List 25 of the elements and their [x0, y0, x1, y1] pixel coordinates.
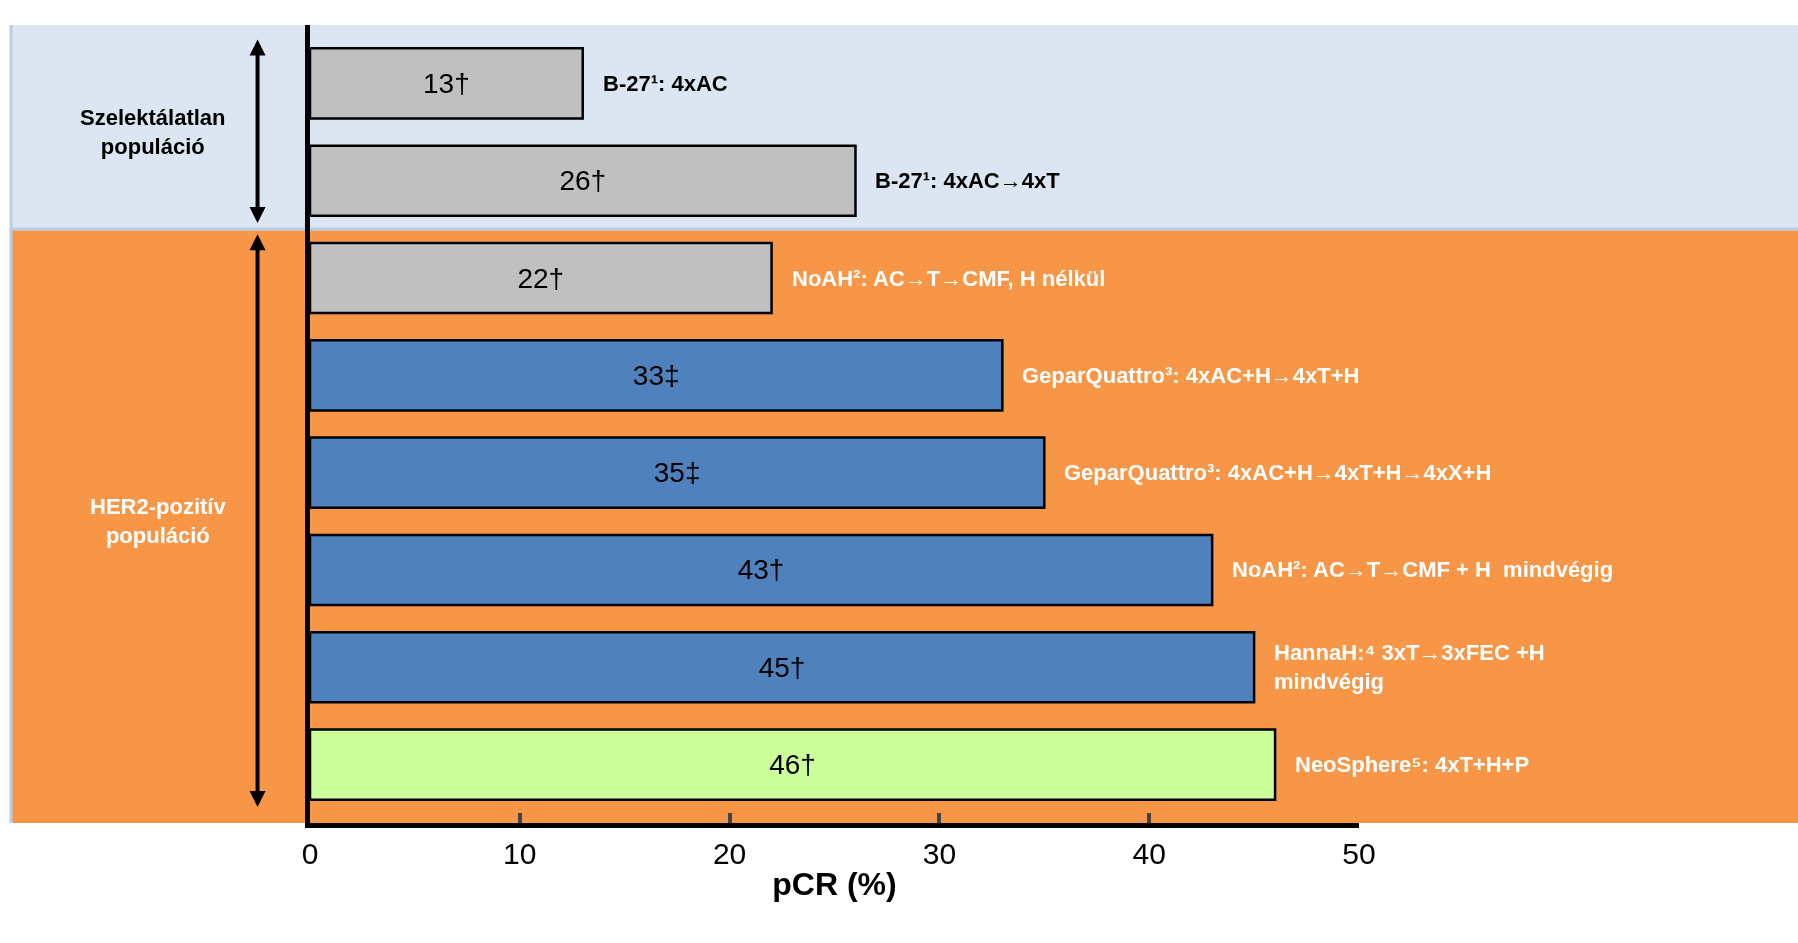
data-label: 46† [769, 749, 816, 781]
x-tick-label: 10 [503, 837, 537, 870]
band-label: HER2-pozitív populáció [90, 494, 227, 548]
x-tick-label: 30 [922, 837, 957, 870]
x-tick-label: 0 [301, 837, 319, 870]
data-label: 13† [423, 67, 470, 99]
y-tick-label: B-27¹: 4xAC→4xT [875, 168, 1061, 193]
y-tick-label: GeparQuattro³: 4xAC+H→4xT+H [1022, 363, 1360, 388]
band-label: Szelektálatlan populáció [80, 105, 226, 159]
y-tick-label: GeparQuattro³: 4xAC+H→4xT+H→4xX+H [1064, 460, 1492, 485]
data-label: 43† [737, 554, 785, 586]
y-tick-label: NoAH²: AC→T→CMF + H mindvégig [1232, 557, 1614, 582]
x-tick-label: 50 [1342, 837, 1376, 870]
data-label: 22† [517, 262, 565, 294]
x-axis-title: pCR (%) [772, 865, 897, 902]
y-tick-label: NoAH²: AC→T→CMF, H nélkül [792, 266, 1106, 291]
data-label: 33‡ [632, 359, 680, 391]
y-tick-label: B-27¹: 4xAC [603, 71, 728, 96]
x-tick-label: 20 [712, 837, 747, 870]
data-label: 45† [758, 651, 806, 683]
y-tick-label: NeoSphere⁵: 4xT+H+P [1295, 752, 1530, 777]
x-tick-label: 40 [1132, 837, 1166, 870]
data-label: 35‡ [653, 457, 701, 489]
y-tick-label: HannaH:⁴ 3xT→3xFEC +H mindvégig [1274, 640, 1545, 694]
data-label: 26† [559, 165, 607, 197]
